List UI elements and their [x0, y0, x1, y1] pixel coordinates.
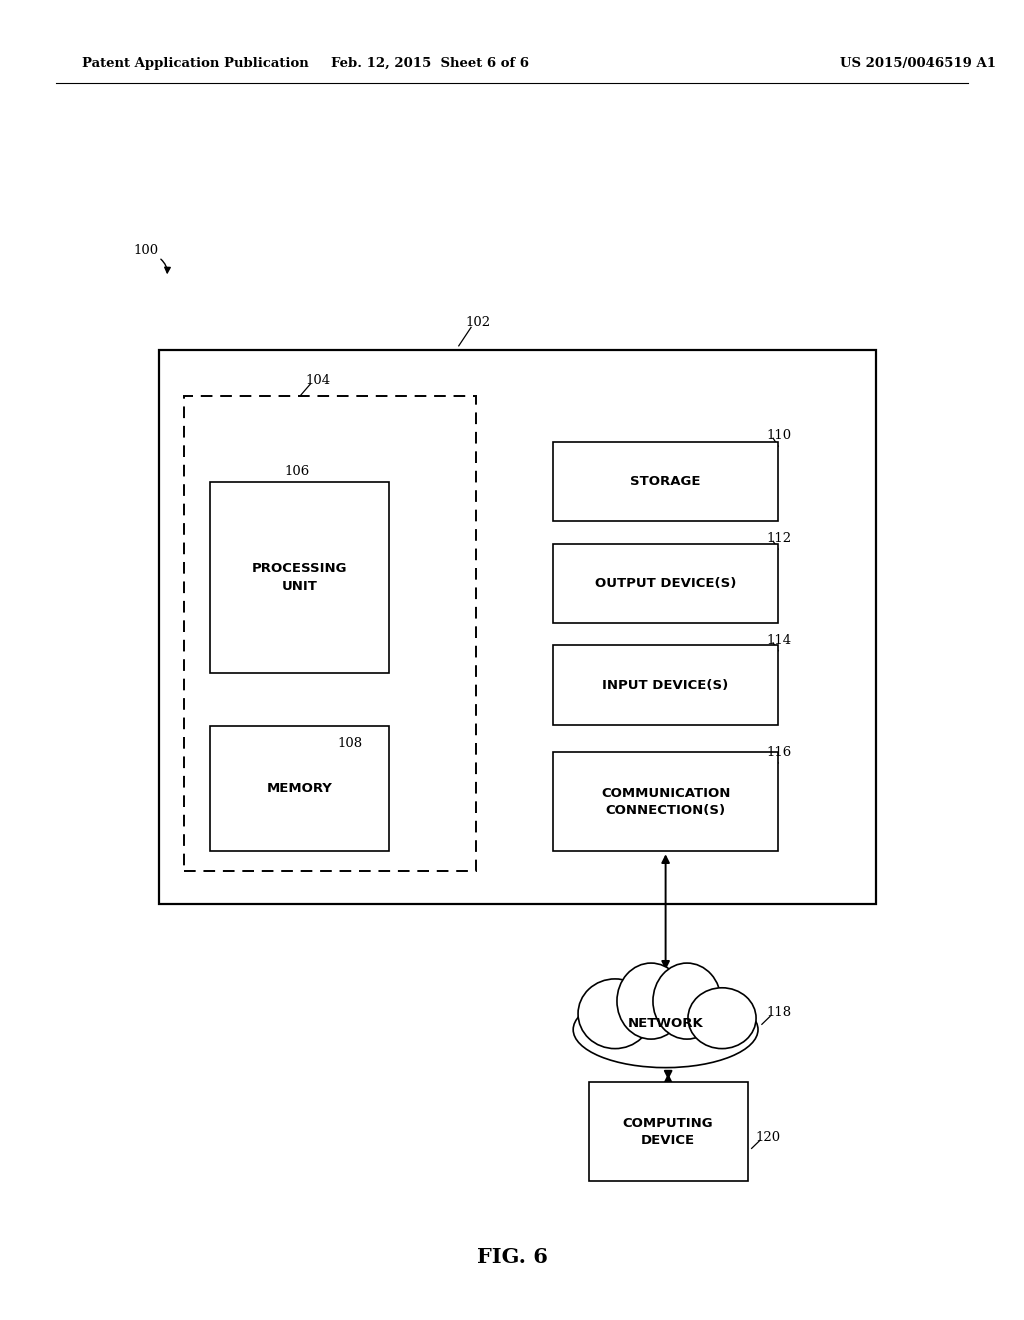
Ellipse shape — [616, 964, 685, 1039]
Text: 102: 102 — [466, 315, 492, 329]
Text: 114: 114 — [766, 634, 792, 647]
Ellipse shape — [573, 991, 758, 1068]
Ellipse shape — [578, 979, 652, 1048]
Text: 110: 110 — [766, 429, 792, 442]
Text: 116: 116 — [766, 746, 792, 759]
Text: 120: 120 — [756, 1131, 781, 1144]
Ellipse shape — [688, 987, 756, 1048]
Text: US 2015/0046519 A1: US 2015/0046519 A1 — [840, 57, 995, 70]
Bar — [553, 645, 778, 725]
Text: NETWORK: NETWORK — [628, 1016, 703, 1030]
Bar — [159, 350, 876, 904]
Text: COMMUNICATION
CONNECTION(S): COMMUNICATION CONNECTION(S) — [601, 787, 730, 817]
Text: 118: 118 — [766, 1006, 792, 1019]
Bar — [553, 442, 778, 521]
Text: STORAGE: STORAGE — [631, 475, 700, 488]
Text: INPUT DEVICE(S): INPUT DEVICE(S) — [602, 678, 729, 692]
Bar — [184, 396, 476, 871]
Text: 108: 108 — [338, 737, 364, 750]
Text: Patent Application Publication: Patent Application Publication — [82, 57, 308, 70]
Text: 106: 106 — [285, 465, 310, 478]
Text: OUTPUT DEVICE(S): OUTPUT DEVICE(S) — [595, 577, 736, 590]
Text: FIG. 6: FIG. 6 — [476, 1246, 548, 1267]
Text: 112: 112 — [766, 532, 792, 545]
Text: 104: 104 — [305, 374, 331, 387]
Text: COMPUTING
DEVICE: COMPUTING DEVICE — [623, 1117, 714, 1147]
Text: MEMORY: MEMORY — [266, 783, 333, 795]
Ellipse shape — [653, 964, 721, 1039]
Text: Feb. 12, 2015  Sheet 6 of 6: Feb. 12, 2015 Sheet 6 of 6 — [331, 57, 529, 70]
Bar — [210, 482, 389, 673]
Bar — [210, 726, 389, 851]
Text: PROCESSING
UNIT: PROCESSING UNIT — [252, 562, 347, 593]
Bar — [589, 1082, 748, 1181]
Bar — [553, 752, 778, 851]
Text: 100: 100 — [133, 244, 159, 257]
Bar — [553, 544, 778, 623]
